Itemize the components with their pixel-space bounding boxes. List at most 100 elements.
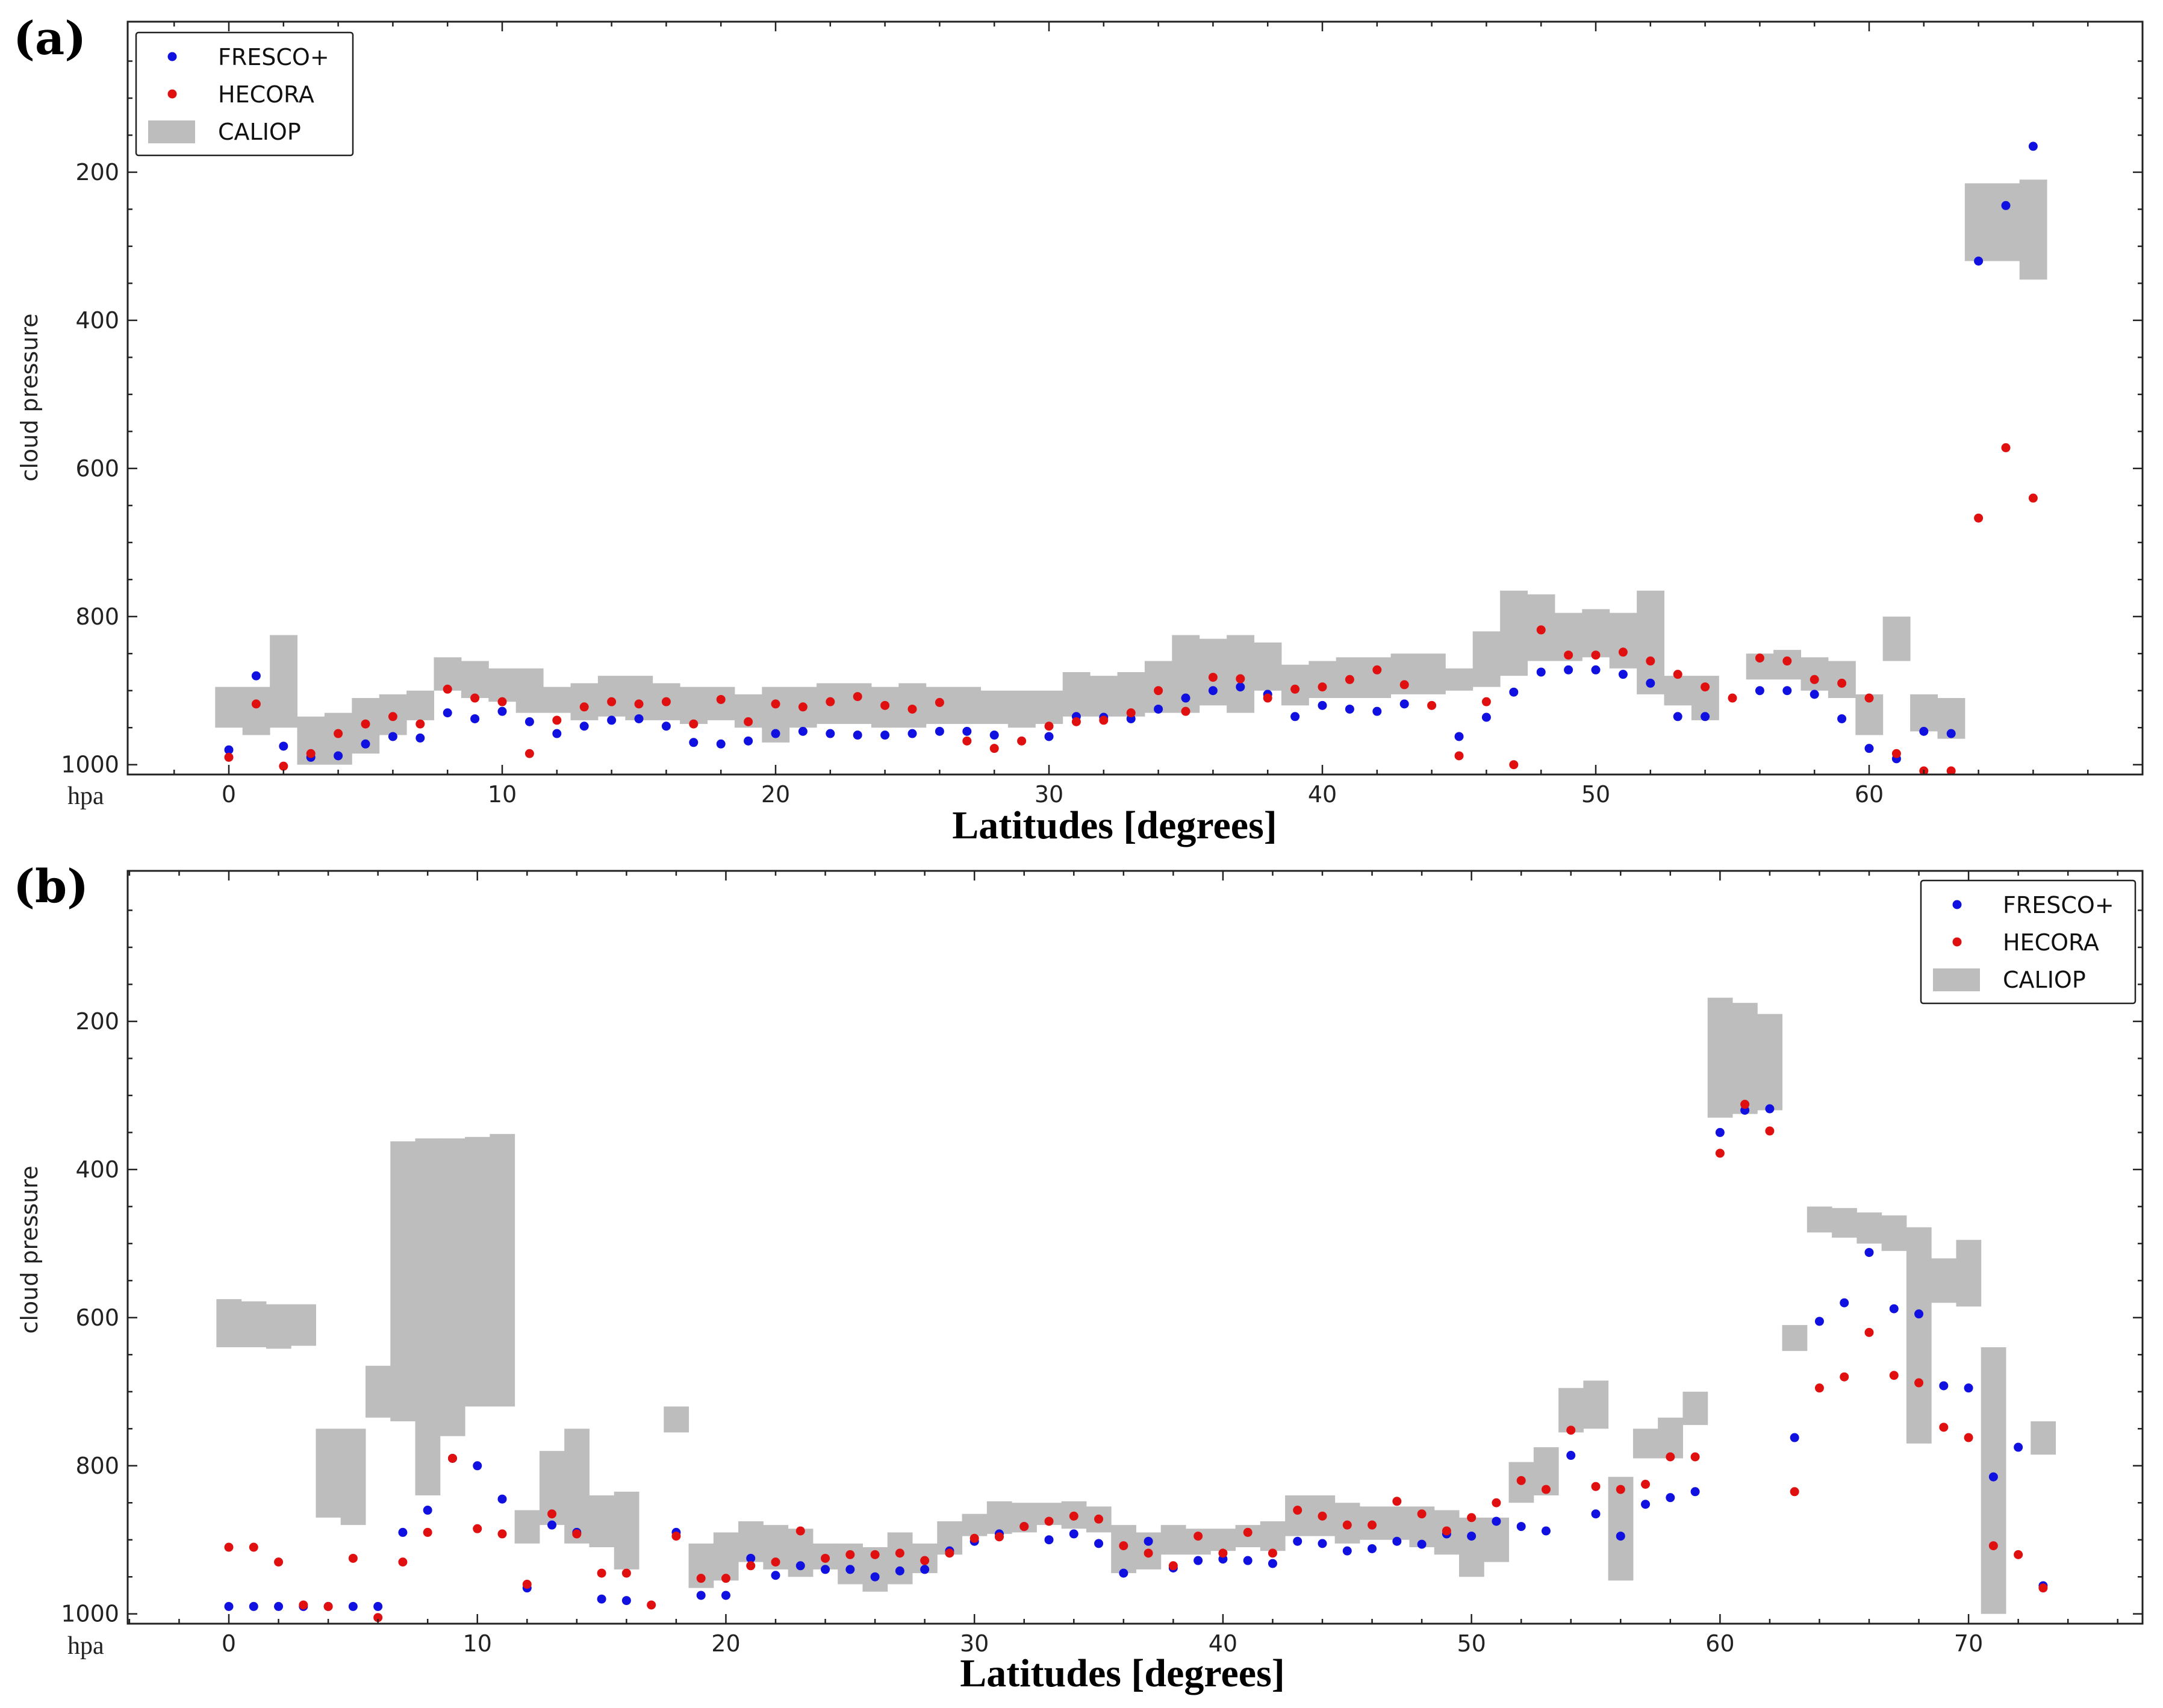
- caliop-bar: [1363, 657, 1391, 699]
- caliop-bar: [1558, 1388, 1584, 1433]
- hecora-point: [361, 719, 370, 729]
- hecora-point: [1427, 700, 1437, 710]
- fresco-point: [1417, 1539, 1427, 1549]
- fresco-point: [1154, 704, 1163, 714]
- fresco-point: [1243, 1556, 1253, 1565]
- fresco-point: [1566, 1451, 1576, 1460]
- hecora-point: [716, 694, 726, 704]
- hecora-point: [597, 1568, 606, 1578]
- x-tick-label: 40: [1308, 781, 1337, 808]
- fresco-point: [2028, 142, 2038, 151]
- hecora-point: [1293, 1506, 1302, 1515]
- caliop-bar: [1682, 1391, 1708, 1426]
- y-unit-label: hpa: [67, 782, 104, 810]
- fresco-point: [1516, 1522, 1526, 1532]
- caliop-bar: [216, 1299, 242, 1348]
- caliop-bar: [1260, 1521, 1286, 1551]
- caliop-bar: [1992, 183, 2020, 261]
- fresco-point: [1914, 1309, 1924, 1319]
- hecora-point: [1701, 682, 1710, 692]
- hecora-point: [1236, 674, 1245, 684]
- caliop-bar: [1210, 1529, 1236, 1551]
- caliop-bar: [1035, 690, 1063, 725]
- legend-label: HECORA: [218, 81, 314, 108]
- hecora-point: [1044, 1516, 1054, 1526]
- hecora-point: [895, 1548, 904, 1558]
- hecora-point: [1840, 1372, 1849, 1382]
- caliop-bar: [1199, 638, 1227, 706]
- hecora-series: [224, 1100, 2048, 1622]
- caliop-bar: [1732, 1003, 1758, 1114]
- hecora-point: [1154, 686, 1163, 696]
- hecora-point: [1467, 1513, 1477, 1523]
- fresco-point: [547, 1520, 557, 1530]
- hecora-point: [443, 684, 452, 694]
- caliop-bar: [291, 1304, 316, 1346]
- fresco-point: [1290, 712, 1300, 722]
- x-tick-label: 50: [1581, 781, 1610, 808]
- hecora-point: [1673, 670, 1682, 679]
- y-axis: 200 400 600 800 1000: [61, 909, 2143, 1627]
- hecora-point: [334, 729, 343, 738]
- x-tick-label: 30: [1035, 781, 1063, 808]
- fresco-point: [1616, 1532, 1625, 1541]
- caliop-bar: [1632, 1429, 1658, 1459]
- fresco-point: [1194, 1556, 1203, 1565]
- fresco-point: [1889, 1304, 1899, 1314]
- hecora-point: [1914, 1378, 1924, 1388]
- fresco-point: [1318, 1539, 1327, 1548]
- fresco-point: [1454, 732, 1464, 741]
- caliop-bar: [2019, 179, 2047, 280]
- caliop-bar: [1384, 1506, 1410, 1540]
- y-tick-label: 400: [75, 1156, 119, 1183]
- hecora-point: [1368, 1520, 1377, 1530]
- fresco-point: [251, 671, 261, 681]
- fresco-point: [634, 714, 644, 723]
- hecora-point: [907, 704, 917, 714]
- hecora-point: [1837, 678, 1847, 688]
- fresco-point: [1392, 1536, 1402, 1546]
- hecora-point: [870, 1550, 880, 1559]
- hecora-point: [547, 1509, 557, 1519]
- hecora-point: [1864, 1327, 1874, 1337]
- fresco-point: [1673, 712, 1682, 722]
- fresco-point: [415, 733, 425, 743]
- legend-caliop-swatch: [148, 120, 195, 143]
- panel-a: (a) 0 10 20 30 40 50 60 200 400 600 800 1000 hpa Latit…: [13, 11, 2144, 847]
- hecora-point: [1017, 736, 1027, 746]
- caliop-bar: [543, 687, 571, 713]
- fresco-point: [1964, 1383, 1973, 1393]
- hecora-point: [1666, 1452, 1675, 1462]
- fresco-point: [920, 1565, 930, 1574]
- caliop-bar: [1062, 672, 1091, 717]
- fresco-point: [552, 729, 562, 738]
- y-tick-label: 1000: [61, 1601, 119, 1627]
- fresco-point: [607, 715, 617, 725]
- fresco-point: [1618, 670, 1628, 679]
- hecora-point: [1964, 1433, 1973, 1442]
- panel-label: (b): [13, 859, 89, 913]
- caliop-bar: [390, 1141, 416, 1421]
- fresco-point: [771, 729, 780, 738]
- caliop-bar: [1445, 668, 1474, 691]
- x-tick-label: 60: [1855, 781, 1884, 808]
- fresco-point: [1864, 744, 1874, 753]
- fresco-point: [1069, 1529, 1078, 1539]
- caliop-bar: [1906, 1227, 1932, 1444]
- caliop-bar: [1832, 1208, 1857, 1238]
- y-axis: 200 400 600 800 1000: [61, 60, 2143, 778]
- fresco-point: [1372, 706, 1382, 716]
- hecora-point: [798, 702, 808, 712]
- fresco-point: [1701, 712, 1710, 722]
- caliop-bar: [1459, 1517, 1484, 1577]
- hecora-point: [1318, 1511, 1327, 1521]
- hecora-point: [470, 693, 480, 703]
- hecora-point: [945, 1548, 954, 1558]
- hecora-point: [1126, 708, 1136, 718]
- hecora-point: [1591, 1482, 1601, 1491]
- hecora-point: [1891, 749, 1901, 758]
- legend-label: CALIOP: [218, 119, 301, 145]
- fresco-point: [870, 1572, 880, 1582]
- caliop-bar: [2031, 1421, 2056, 1455]
- caliop-bar: [564, 1429, 590, 1544]
